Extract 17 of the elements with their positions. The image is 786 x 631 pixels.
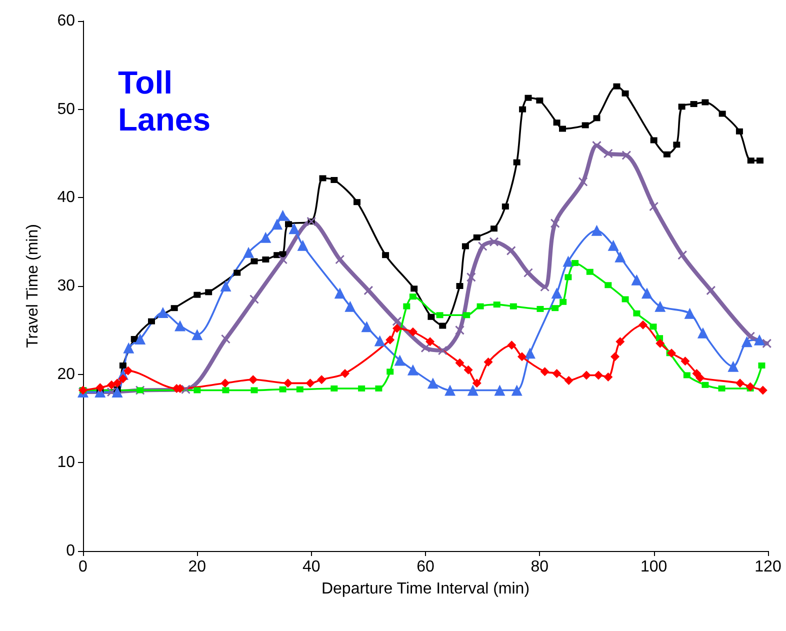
x-axis-title: Departure Time Interval (min)	[321, 580, 530, 598]
x-tick-label: 0	[78, 558, 88, 576]
x-tick-label: 40	[302, 558, 320, 576]
y-tick-label: 30	[57, 278, 76, 294]
y-axis-title: Travel Time (min)	[24, 224, 42, 348]
x-tick-label: 20	[188, 558, 206, 576]
x-tick-label: 120	[754, 558, 782, 576]
x-tick-label: 100	[640, 558, 668, 576]
y-tick-label: 10	[57, 454, 76, 472]
y-tick-label: 40	[57, 189, 76, 206]
y-tick-label: 60	[57, 12, 76, 30]
annotation: Toll Lanes	[118, 64, 210, 138]
x-tick-label: 80	[530, 558, 549, 576]
y-tick-label: 0	[66, 542, 76, 560]
y-tick-label: 20	[57, 366, 76, 383]
x-tick-label: 60	[416, 558, 434, 576]
y-tick-label: 50	[57, 100, 76, 118]
